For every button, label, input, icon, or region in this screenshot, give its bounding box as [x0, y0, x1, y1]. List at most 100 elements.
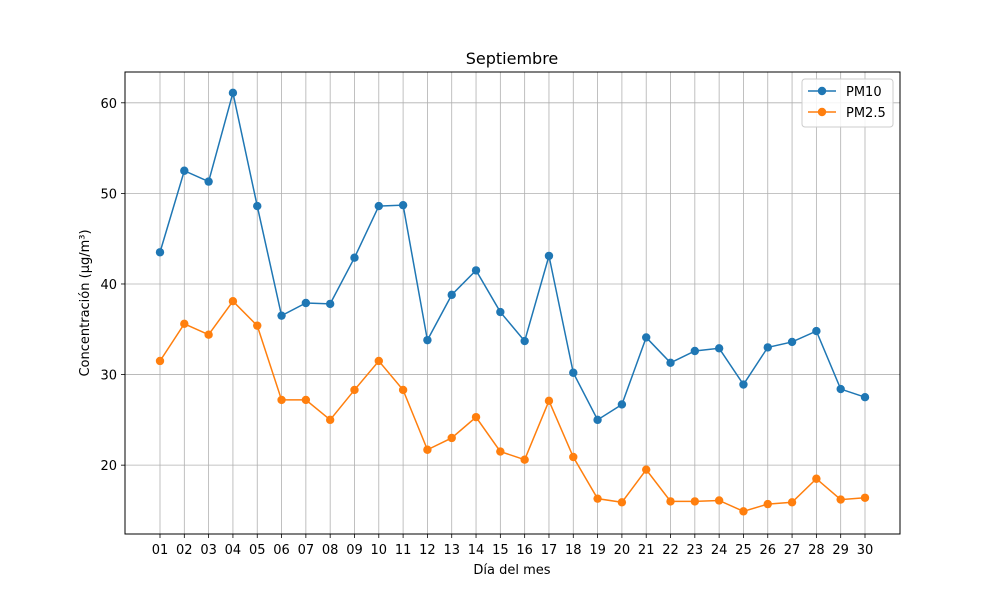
data-point-pm25 [787, 498, 797, 507]
data-point-pm25 [520, 455, 529, 464]
data-point-pm25 [544, 396, 554, 406]
x-tick-label: 29 [832, 543, 849, 558]
data-point-pm10 [374, 201, 383, 211]
x-tick-label: 25 [735, 543, 752, 558]
data-point-pm10 [228, 88, 238, 98]
x-tick-label: 28 [808, 543, 825, 558]
data-point-pm10 [666, 358, 675, 367]
plot-frame [124, 71, 901, 535]
series-line-pm10 [159, 92, 866, 421]
x-tick-label: 04 [225, 543, 242, 558]
legend-label: PM10 [846, 85, 882, 100]
x-tick-label: 10 [371, 543, 388, 558]
legend: PM10 PM2.5 [801, 78, 894, 128]
x-tick-label: 24 [711, 543, 728, 558]
data-point-pm10 [617, 400, 627, 409]
data-point-pm10 [350, 253, 359, 262]
y-tick-label: 60 [100, 97, 117, 112]
x-tick-label: 05 [249, 543, 266, 558]
data-point-pm25 [593, 494, 602, 503]
data-point-pm10 [544, 251, 554, 261]
data-point-pm10 [690, 346, 700, 356]
data-point-pm25 [301, 395, 311, 405]
x-tick-label: 16 [516, 543, 533, 558]
data-point-pm10 [739, 380, 748, 389]
data-point-pm25 [617, 498, 627, 507]
data-point-pm25 [204, 330, 213, 339]
data-point-pm10 [277, 311, 286, 320]
data-point-pm25 [398, 385, 408, 395]
data-point-pm25 [228, 296, 238, 306]
x-tick-label: 26 [759, 543, 776, 558]
data-point-pm10 [812, 326, 821, 336]
data-point-pm25 [325, 415, 335, 425]
x-tick-label: 20 [614, 543, 631, 558]
x-tick-label: 03 [200, 543, 217, 558]
data-point-pm25 [423, 445, 432, 454]
data-point-pm25 [714, 496, 724, 505]
y-tick-label: 50 [100, 187, 117, 202]
data-point-pm25 [496, 447, 505, 456]
data-point-pm25 [690, 497, 700, 506]
x-tick-label: 23 [687, 543, 704, 558]
data-point-pm10 [520, 336, 529, 346]
grid [125, 72, 900, 534]
x-tick-label: 06 [273, 543, 290, 558]
y-axis-ticks: 20 30 40 50 60 [100, 97, 125, 474]
data-point-pm25 [253, 321, 262, 330]
data-point-pm10 [423, 335, 432, 345]
data-point-pm25 [569, 452, 578, 462]
legend-label: PM2.5 [846, 106, 886, 121]
x-tick-label: 02 [176, 543, 193, 558]
x-tick-label: 22 [662, 543, 679, 558]
series-pm10 [155, 88, 870, 425]
x-tick-label: 13 [443, 543, 460, 558]
x-tick-label: 07 [298, 543, 315, 558]
x-tick-label: 18 [565, 543, 582, 558]
data-point-pm10 [398, 200, 408, 210]
data-point-pm10 [325, 299, 335, 309]
x-tick-label: 15 [492, 543, 509, 558]
data-point-pm10 [763, 343, 772, 352]
data-point-pm10 [155, 248, 165, 257]
x-tick-label: 01 [152, 543, 169, 558]
data-point-pm10 [447, 290, 456, 300]
data-point-pm10 [496, 307, 505, 317]
data-point-pm25 [860, 493, 870, 502]
legend-swatch-marker [817, 107, 827, 117]
data-point-pm25 [350, 385, 359, 395]
data-point-pm25 [155, 356, 165, 366]
series-line-pm25 [159, 300, 866, 513]
series-lines [155, 88, 870, 516]
data-point-pm25 [763, 499, 772, 509]
data-point-pm25 [374, 356, 383, 366]
x-tick-label: 09 [346, 543, 363, 558]
data-point-pm10 [180, 166, 189, 175]
y-tick-label: 30 [100, 369, 117, 384]
data-point-pm25 [666, 497, 675, 506]
series-pm25 [155, 296, 870, 516]
chart-title: Septiembre [466, 49, 559, 68]
data-point-pm25 [447, 433, 456, 443]
data-point-pm10 [642, 333, 651, 342]
data-point-pm25 [642, 465, 651, 474]
data-point-pm25 [812, 474, 821, 483]
legend-swatch-marker [817, 86, 827, 96]
data-point-pm25 [471, 412, 481, 422]
data-point-pm10 [471, 266, 481, 275]
y-tick-label: 40 [100, 278, 117, 293]
data-point-pm10 [253, 201, 262, 211]
x-tick-label: 11 [395, 543, 412, 558]
x-tick-label: 30 [857, 543, 874, 558]
data-point-pm10 [593, 415, 602, 425]
data-point-pm10 [860, 393, 870, 402]
x-axis-label: Día del mes [473, 563, 550, 578]
y-tick-label: 20 [100, 459, 117, 474]
data-point-pm10 [569, 368, 578, 377]
x-tick-label: 19 [589, 543, 606, 558]
x-axis-ticks: 01 02 03 04 05 06 07 08 09 10 11 12 13 14 15 16 17 18 19 20… [152, 534, 874, 558]
data-point-pm25 [836, 495, 845, 504]
data-point-pm10 [714, 344, 724, 353]
data-point-pm25 [277, 395, 286, 405]
